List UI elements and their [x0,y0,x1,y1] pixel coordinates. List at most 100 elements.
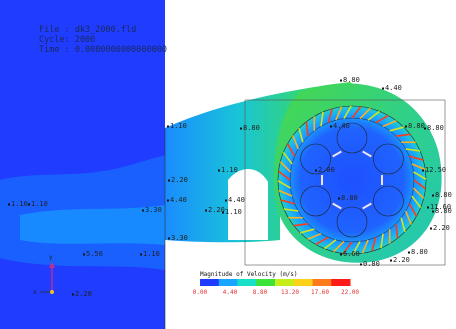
annotation-label: 1.10 [221,166,238,174]
domain-boundary [244,99,446,266]
annotation-label: 6.60 [343,250,360,258]
colorbar-swatches [200,279,351,286]
time-line: Time : 0.0000000000000000 [39,45,167,55]
annotation-marker [8,203,10,206]
rotor-blade [359,107,371,120]
axis-triad-origin [50,290,54,294]
annotation-label: 8.80 [427,124,444,132]
rotor-blade [343,105,352,119]
annotation-marker [360,263,362,266]
colorbar-swatch [256,279,276,286]
annotation-marker [338,197,340,200]
rotor-blade [411,195,422,209]
cycle-line: Cycle: 2000 [39,35,95,45]
annotation-marker [168,179,170,182]
annotation-marker [140,253,142,256]
annotation-label: 1.10 [143,250,160,258]
annotation-marker [218,169,220,172]
rotor-blade [300,228,315,234]
annotation-label: 8.80 [435,207,452,215]
rotor-hole [300,185,331,217]
rotor-blade [375,114,389,124]
rotor-blade [413,179,426,190]
annotation-label: 8.80 [341,194,358,202]
rotor-blade [342,241,353,254]
annotation-label: 8.80 [411,248,428,256]
annotation-label: 11.60 [430,203,451,211]
rotor-blade [367,110,381,121]
annotation-label: 3.30 [171,234,188,242]
rotor-hole [336,206,368,238]
annotation-label: 1.10 [170,122,187,130]
annotation-marker [432,210,434,213]
annotation-marker [222,211,224,214]
annotation-label: 1.10 [11,200,28,208]
annotation-marker [167,199,169,202]
rotor-blade [320,111,324,127]
rotor-blade [327,108,333,123]
colorbar-legend: Magnitude of Velocity (m/s) 0.00 4.40 8.80… [193,271,360,296]
rotor-blade [380,233,384,249]
annotation-label: 8.80 [243,124,260,132]
rotor-blade [278,170,291,181]
annotation-label: 8.80 [408,122,425,130]
rotor-blade [307,232,322,240]
rotor-spoke [362,150,372,158]
colorbar-swatch [218,279,238,286]
axis-triad-y-arrow [49,262,55,268]
rotor-blade [351,106,362,119]
annotation-label: 4.40 [170,196,187,204]
rotor-blade [412,187,425,199]
rotor-blade [323,239,337,250]
annotation-label: 1.10 [225,208,242,216]
volute-tongue [228,168,268,240]
annotation-marker [240,127,242,130]
rotor-disk [278,106,426,254]
annotation-label: 8.80 [343,76,360,84]
colorbar-swatch [312,279,332,286]
annotation-marker [28,203,30,206]
rotor-blade [298,128,304,143]
rotor-blade [408,203,418,217]
annotation-marker [424,127,426,130]
colorbar-swatch [200,279,220,286]
annotation-marker [432,194,434,197]
annotation-marker [72,293,74,296]
annotation-labels: 1.101.103.305.502.201.102.204.402.201.10… [8,76,452,298]
rotor-blade [404,210,412,225]
rotor-blades [277,105,427,255]
annotation-marker [427,206,429,209]
rotor-blade [292,135,300,150]
annotation-label: 12.50 [425,166,446,174]
file-line: File : dk3_2000.fld [39,25,136,35]
annotation-label: 5.50 [86,250,103,258]
colorbar-tick-label: 0.00 [193,289,208,296]
annotation-marker [422,169,424,172]
axis-triad-x-label: x [33,289,37,296]
rotor-blade [352,241,361,255]
rotor-hole [373,185,404,217]
colorbar-tick-label: 4.40 [223,289,238,296]
rotor-blade [395,133,411,137]
colorbar-tick-label: 8.80 [253,289,268,296]
rotor-ring-outer [277,105,427,255]
rotor-blade [282,151,293,165]
rotor-hole [300,143,331,175]
annotation-label: 3.30 [145,206,162,214]
rotor-blade [395,223,399,239]
rotor-hole [373,143,404,175]
rotor-blade [293,223,309,227]
rotor-blade [371,237,377,252]
colorbar-swatch [237,279,257,286]
annotation-marker [405,125,407,128]
colorbar-swatch [275,279,295,286]
rotor-blade [277,180,291,189]
rotor-spoke [332,150,342,158]
axis-triad: x y [33,254,55,296]
annotation-marker [83,253,85,256]
annotation-label: 4.40 [385,84,402,92]
rotor-blade [389,126,404,132]
annotation-marker [340,253,342,256]
annotation-label: 0.80 [363,260,380,268]
